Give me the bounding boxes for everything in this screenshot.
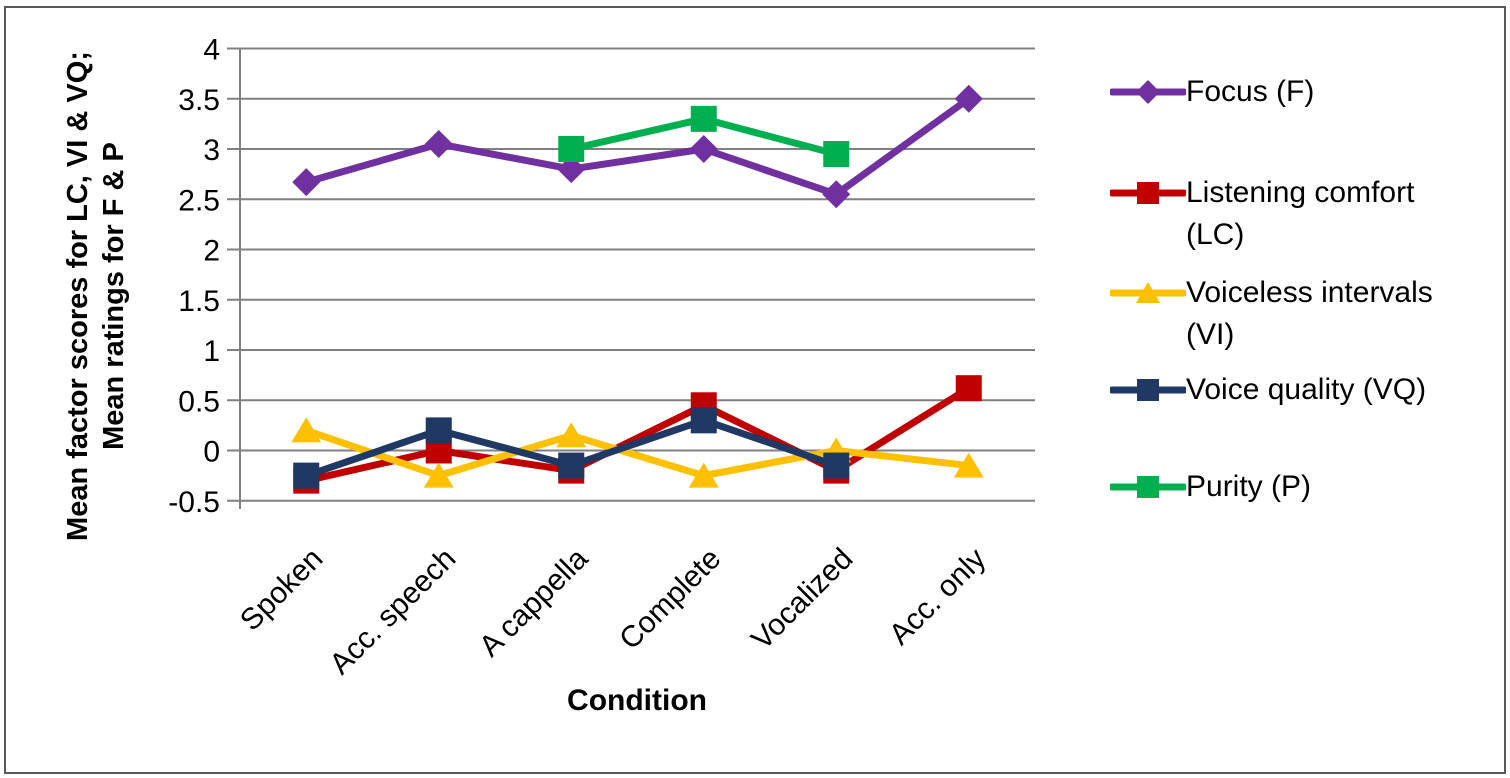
series-marker-focus-f — [424, 129, 453, 158]
series-marker-listening-comfort-lc — [955, 375, 982, 402]
series-marker-voice-quality-vq — [293, 462, 320, 489]
series-marker-voiceless-intervals-vi — [953, 452, 984, 478]
y-tick-label: 3 — [203, 134, 220, 167]
series-marker-purity-p — [690, 105, 717, 132]
series-marker-voice-quality-vq — [558, 452, 585, 479]
series-marker-voice-quality-vq — [823, 452, 850, 479]
series-marker-focus-f — [954, 84, 983, 113]
series-marker-voiceless-intervals-vi — [688, 462, 719, 488]
y-tick-label: 2 — [203, 235, 220, 268]
y-tick-label: 0.5 — [178, 385, 220, 418]
series-marker-voice-quality-vq — [425, 417, 452, 444]
x-axis-title: Condition — [567, 684, 707, 717]
series-marker-purity-p — [823, 141, 850, 168]
series-marker-focus-f — [557, 155, 586, 184]
y-tick-label: 2.5 — [178, 184, 220, 217]
y-axis-title-line1: Mean factor scores for LC, VI & VQ; — [61, 51, 94, 541]
series-line-voiceless-intervals-vi — [302, 426, 973, 480]
y-tick-label: 0 — [203, 436, 220, 469]
y-tick-label: 1.5 — [178, 285, 220, 318]
series-marker-focus-f — [292, 168, 321, 197]
series-marker-voiceless-intervals-vi — [291, 417, 322, 443]
series-line-focus-f — [302, 95, 973, 198]
series-marker-voice-quality-vq — [690, 407, 717, 434]
series-marker-focus-f — [822, 180, 851, 209]
y-tick-label: 3.5 — [178, 84, 220, 117]
y-axis-title-line2: Mean ratings for F & P — [98, 142, 130, 450]
series-marker-voiceless-intervals-vi — [556, 422, 587, 448]
series-marker-focus-f — [689, 135, 718, 163]
y-tick-label: 1 — [203, 335, 220, 368]
y-tick-label: -0.5 — [168, 486, 220, 519]
y-axis-title: Mean factor scores for LC, VI & VQ; Mean… — [60, 51, 133, 541]
series-marker-voiceless-intervals-vi — [423, 462, 454, 488]
series-marker-purity-p — [558, 136, 585, 162]
y-tick-label: 4 — [203, 34, 220, 67]
series-line-listening-comfort-lc — [302, 384, 973, 485]
